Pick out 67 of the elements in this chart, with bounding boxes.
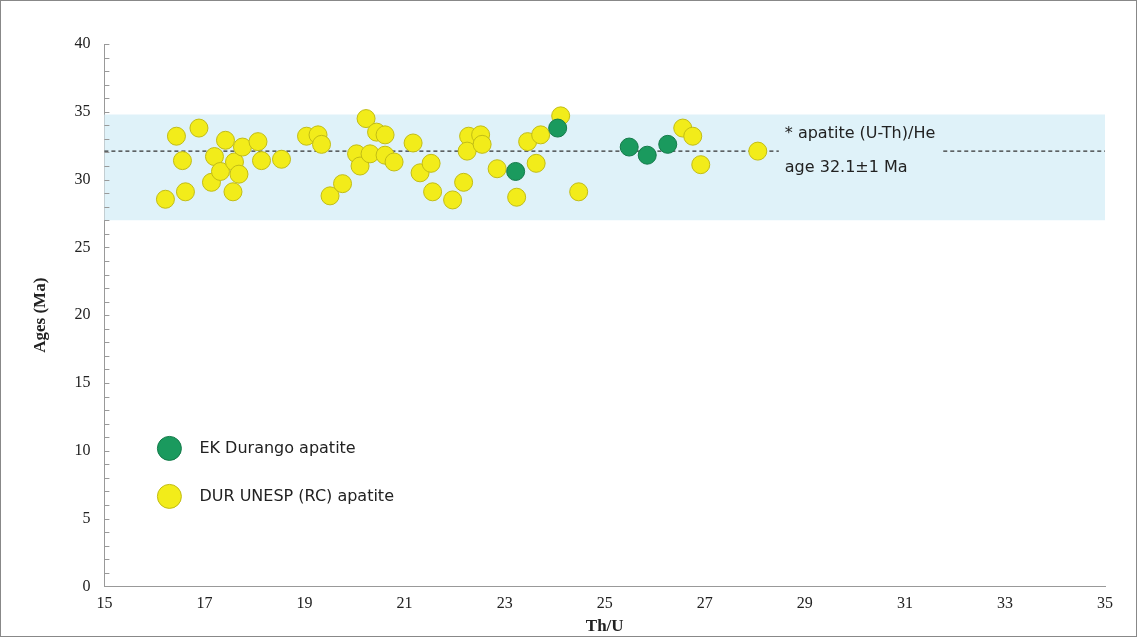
point [454, 172, 474, 192]
point [637, 145, 657, 165]
point [215, 130, 235, 150]
x-tick-label: 31 [896, 594, 913, 612]
x-tick-label: 33 [996, 594, 1013, 612]
point [569, 182, 589, 202]
y-axis-title: Ages (Ma) [29, 277, 49, 353]
y-tick-label: 15 [74, 373, 91, 391]
point [229, 164, 249, 184]
ref-line-label: * apatite (U-Th)/He age 32.1±1 Ma [784, 123, 936, 177]
x-axis-title: Th/U [585, 616, 624, 636]
point [223, 182, 243, 202]
point [526, 153, 546, 173]
x-tick-label: 19 [296, 594, 313, 612]
point [748, 141, 768, 161]
point [172, 151, 192, 171]
x-tick-label: 21 [396, 594, 413, 612]
point [548, 118, 568, 138]
point [312, 134, 332, 154]
y-tick-label: 40 [74, 34, 91, 52]
point [210, 161, 230, 181]
point [421, 153, 441, 173]
point [333, 174, 353, 194]
point [423, 182, 443, 202]
point [683, 126, 703, 146]
point [403, 133, 423, 153]
point [166, 126, 186, 146]
x-tick-label: 23 [496, 594, 513, 612]
legend-label: EK Durango apatite [199, 437, 356, 457]
point [155, 189, 175, 209]
point [619, 137, 639, 157]
point [320, 186, 340, 206]
point [356, 109, 376, 129]
y-tick-label: 35 [74, 102, 91, 119]
y-tick-label: 20 [74, 305, 91, 323]
point [204, 147, 224, 167]
point [472, 134, 492, 154]
y-tick-label: 10 [74, 441, 91, 458]
point [457, 141, 477, 161]
point [487, 159, 507, 179]
point [443, 190, 463, 210]
x-tick-label: 29 [796, 594, 813, 612]
point [506, 161, 526, 181]
point [251, 151, 271, 171]
y-tick-label: 30 [74, 169, 91, 187]
point [384, 152, 404, 172]
y-tick-label: 0 [82, 576, 91, 594]
x-tick-label: 25 [596, 594, 613, 612]
point [658, 134, 678, 154]
point [360, 144, 380, 164]
point [189, 118, 209, 138]
x-tick-label: 35 [1097, 594, 1113, 612]
point [375, 125, 395, 145]
point [531, 125, 551, 145]
legend-label: DUR UNESP (RC) apatite [199, 485, 394, 505]
x-tick-label: 27 [696, 594, 713, 612]
point [232, 137, 252, 157]
point [691, 155, 711, 175]
point [175, 182, 195, 202]
point [248, 132, 268, 152]
point [272, 149, 292, 169]
point [507, 187, 527, 207]
x-tick-label: 15 [96, 594, 113, 612]
y-tick-label: 5 [82, 508, 91, 526]
point [350, 156, 370, 176]
x-tick-label: 17 [196, 594, 213, 612]
y-tick-label: 25 [74, 237, 91, 255]
